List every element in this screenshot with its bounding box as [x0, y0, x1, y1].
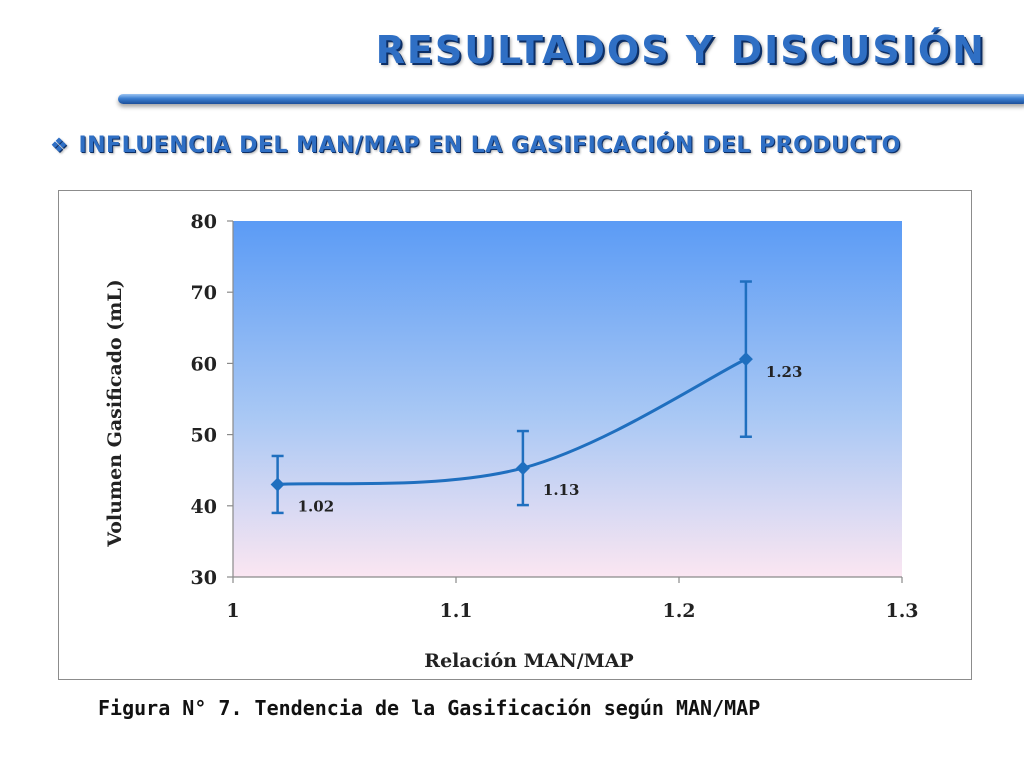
subtitle-text: INFLUENCIA DEL MAN/MAP EN LA GASIFICACIÓ…: [78, 133, 901, 158]
y-tick-label: 40: [191, 496, 217, 518]
chart-frame: 1 1.1 1.2 1.3 30 40 50 60 70 80 1.02 1.13 1.23 Rel…: [58, 190, 972, 680]
y-tick-label: 60: [191, 353, 217, 375]
plot-area: [233, 221, 902, 577]
section-subtitle: ❖ INFLUENCIA DEL MAN/MAP EN LA GASIFICACI…: [50, 133, 901, 158]
y-tick-label: 80: [191, 211, 217, 233]
data-point-diamond: [515, 461, 530, 476]
data-label: 1.13: [543, 481, 580, 499]
data-point-diamond: [738, 352, 753, 367]
title-divider: [118, 94, 1024, 104]
x-tick-label: 1.3: [885, 600, 918, 622]
x-tick-label: 1.1: [439, 600, 472, 622]
data-point-diamond: [270, 477, 285, 492]
x-tick-label: 1: [226, 600, 239, 622]
data-label: 1.02: [298, 497, 335, 515]
y-tick-label: 30: [191, 567, 217, 589]
diamond-bullet-icon: ❖: [50, 133, 69, 157]
data-label: 1.23: [766, 363, 803, 381]
y-tick-label: 70: [191, 282, 217, 304]
y-axis-label: Volumen Gasificado (mL): [104, 279, 126, 547]
slide-title: RESULTADOS Y DISCUSIÓN: [375, 28, 986, 72]
y-tick-label: 50: [191, 425, 217, 447]
x-tick-label: 1.2: [662, 600, 695, 622]
x-axis-label: Relación MAN/MAP: [424, 650, 633, 672]
figure-caption: Figura N° 7. Tendencia de la Gasificació…: [98, 696, 761, 720]
line-chart: 1 1.1 1.2 1.3 30 40 50 60 70 80 1.02 1.13 1.23 Rel…: [104, 211, 919, 672]
